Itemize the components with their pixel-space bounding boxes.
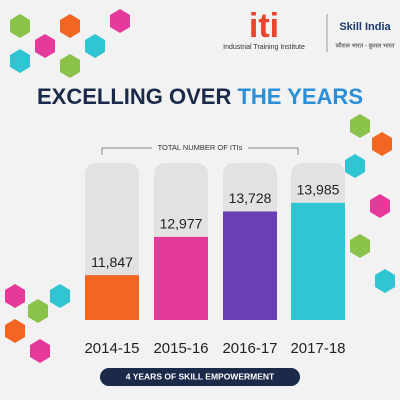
value-label: 13,728 — [229, 190, 272, 206]
title-part: THE YEARS — [237, 84, 363, 109]
x-tick-label: 2017-18 — [290, 340, 345, 357]
chart-title: EXCELLING OVER THE YEARS — [37, 84, 363, 109]
value-label: 13,985 — [297, 181, 340, 197]
value-label: 11,847 — [91, 254, 133, 270]
bracket — [101, 147, 299, 155]
bar — [85, 275, 139, 320]
title-part: EXCELLING OVER — [37, 84, 231, 109]
iti-name: Industrial Training Institute — [223, 44, 305, 51]
footer: 4 YEARS OF SKILL EMPOWERMENT — [126, 371, 275, 381]
bar — [154, 236, 208, 320]
decoration — [5, 9, 395, 363]
skill-india-tagline: कौशल भारत - कुशल भारत — [335, 42, 395, 50]
x-tick-label: 2014-15 — [84, 340, 139, 357]
bar — [223, 211, 277, 320]
x-tick-label: 2016-17 — [222, 340, 277, 357]
iti-logo: iti — [249, 7, 279, 45]
footer-pill — [100, 368, 300, 386]
skill-india-logo: Skill India — [339, 21, 391, 33]
bar — [291, 202, 345, 320]
chart-subtitle: TOTAL NUMBER OF ITIs — [158, 143, 243, 152]
value-label: 12,977 — [160, 216, 203, 232]
x-tick-label: 2015-16 — [153, 340, 208, 357]
